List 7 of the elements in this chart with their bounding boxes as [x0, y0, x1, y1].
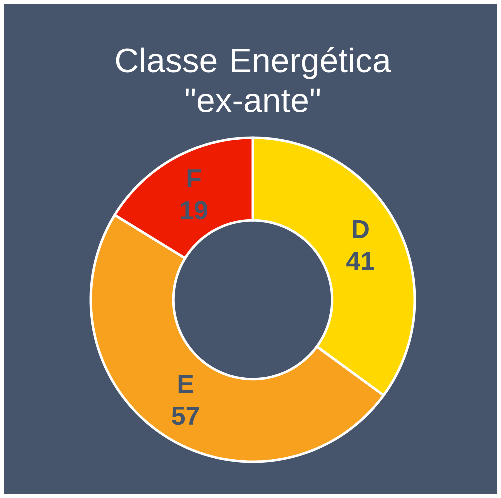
slice-label: D [353, 220, 369, 238]
data-label: 19 [181, 201, 208, 220]
slice-label: E [178, 375, 194, 394]
chart-title: Classe Energética "ex-ante" [116, 47, 392, 113]
slice-label: F [188, 170, 202, 188]
data-label: 41 [346, 252, 374, 270]
data-label: 57 [172, 407, 200, 426]
